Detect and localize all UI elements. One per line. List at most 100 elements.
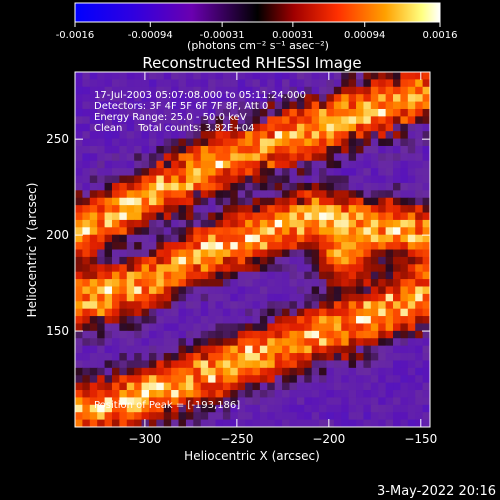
heatmap-cell [75, 271, 83, 280]
heatmap-cell [200, 271, 209, 280]
heatmap-cell [356, 86, 365, 95]
heatmap-cell [400, 308, 409, 317]
heatmap-cell [215, 145, 224, 154]
heatmap-cell [356, 397, 365, 406]
heatmap-cell [89, 160, 98, 169]
heatmap-cell [82, 249, 91, 258]
heatmap-cell [126, 94, 135, 103]
heatmap-cell [304, 219, 313, 228]
heatmap-cell [208, 79, 217, 88]
heatmap-cell [267, 308, 276, 317]
heatmap-cell [296, 205, 305, 214]
heatmap-cell [134, 168, 143, 177]
colorbar-ticks: -0.0016 -0.00094 -0.00031 0.00031 0.00094 0.0… [56, 22, 458, 41]
heatmap-cell [148, 242, 157, 251]
heatmap-cell [341, 79, 350, 88]
heatmap-cell [422, 404, 430, 413]
heatmap-cell [75, 123, 83, 132]
heatmap-cell [89, 256, 98, 265]
heatmap-cell [282, 153, 291, 162]
heatmap-cell [178, 256, 187, 265]
heatmap-cell [282, 271, 291, 280]
heatmap-cell [311, 72, 320, 80]
heatmap-cell [363, 160, 372, 169]
heatmap-cell [259, 219, 268, 228]
heatmap-cell [82, 175, 91, 184]
heatmap-cell [267, 367, 276, 376]
heatmap-cell [400, 390, 409, 399]
heatmap-cell [193, 160, 202, 169]
heatmap-cell [304, 101, 313, 110]
heatmap-cell [282, 338, 291, 347]
heatmap-cell [75, 404, 83, 413]
heatmap-cell [378, 279, 387, 288]
heatmap-cell [259, 227, 268, 236]
heatmap-cell [356, 308, 365, 317]
heatmap-cell [134, 242, 143, 251]
heatmap-cell [363, 382, 372, 391]
heatmap-cell [141, 338, 150, 347]
heatmap-cell [171, 86, 180, 95]
heatmap-cell [282, 404, 291, 413]
heatmap-cell [400, 116, 409, 125]
heatmap-cell [341, 101, 350, 110]
heatmap-cell [259, 293, 268, 302]
heatmap-cell [126, 101, 135, 110]
heatmap-cell [341, 219, 350, 228]
heatmap-cell [319, 160, 328, 169]
heatmap-cell [400, 153, 409, 162]
heatmap-cell [104, 360, 113, 369]
heatmap-cell [422, 123, 430, 132]
heatmap-cell [171, 131, 180, 140]
heatmap-cell [259, 390, 268, 399]
heatmap-cell [215, 205, 224, 214]
heatmap-cell [148, 160, 157, 169]
heatmap-cell [304, 293, 313, 302]
heatmap-cell [222, 330, 231, 339]
heatmap-cell [245, 94, 254, 103]
heatmap-cell [200, 293, 209, 302]
heatmap-cell [370, 360, 379, 369]
heatmap-cell [319, 86, 328, 95]
heatmap-cell [126, 79, 135, 88]
heatmap-cell [193, 153, 202, 162]
heatmap-cell [385, 190, 394, 199]
heatmap-cell [385, 293, 394, 302]
heatmap-cell [171, 256, 180, 265]
heatmap-cell [163, 338, 172, 347]
heatmap-cell [222, 86, 231, 95]
heatmap-cell [230, 212, 239, 221]
heatmap-cell [415, 175, 424, 184]
heatmap-cell [341, 279, 350, 288]
heatmap-cell [230, 249, 239, 258]
heatmap-cell [296, 160, 305, 169]
heatmap-cell [348, 131, 357, 140]
heatmap-cell [422, 382, 430, 391]
heatmap-cell [319, 345, 328, 354]
heatmap-cell [311, 367, 320, 376]
heatmap-cell [230, 264, 239, 273]
heatmap-cell [126, 219, 135, 228]
heatmap-cell [370, 397, 379, 406]
heatmap-cell [200, 308, 209, 317]
heatmap-cell [82, 271, 91, 280]
heatmap-cell [422, 227, 430, 236]
heatmap-cell [385, 316, 394, 325]
heatmap-cell [400, 72, 409, 80]
heatmap-cell [370, 375, 379, 384]
heatmap-cell [82, 419, 91, 427]
heatmap-cell [378, 256, 387, 265]
heatmap-cell [326, 94, 335, 103]
y-tick-label: 200 [46, 228, 69, 242]
heatmap-cell [363, 360, 372, 369]
heatmap-cell [178, 242, 187, 251]
heatmap-cell [311, 353, 320, 362]
annotation-clean-counts: Clean Total counts: 3.82E+04 [94, 123, 254, 134]
heatmap-cell [400, 86, 409, 95]
heatmap-cell [407, 123, 416, 132]
heatmap-cell [82, 79, 91, 88]
heatmap-cell [126, 138, 135, 147]
heatmap-cell [156, 375, 165, 384]
heatmap-cell [230, 301, 239, 310]
